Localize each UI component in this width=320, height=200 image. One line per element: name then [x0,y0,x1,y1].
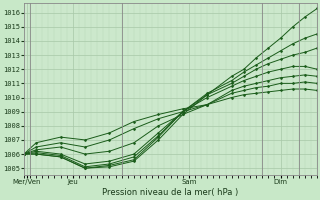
X-axis label: Pression niveau de la mer( hPa ): Pression niveau de la mer( hPa ) [102,188,239,197]
